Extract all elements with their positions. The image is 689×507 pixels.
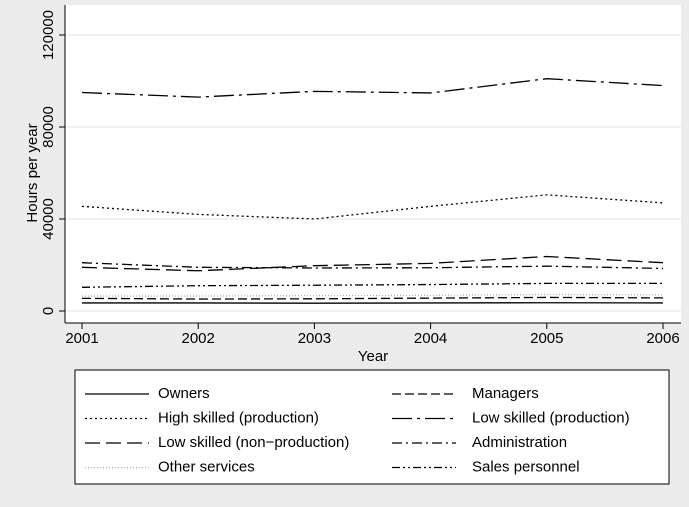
x-axis-label: Year — [358, 348, 388, 365]
series-line — [81, 296, 664, 300]
legend-label: Low skilled (non−production) — [158, 434, 349, 451]
y-tick-label: 80000 — [40, 106, 57, 148]
legend-label: Administration — [472, 434, 567, 451]
x-tick-label: 2003 — [298, 330, 331, 347]
x-tick-label: 2005 — [530, 330, 563, 347]
series-line — [81, 255, 664, 272]
series-line — [81, 282, 663, 288]
series-line — [81, 262, 664, 270]
series-line — [82, 293, 664, 297]
x-tick-label: 2002 — [182, 330, 215, 347]
legend-label: Other services — [158, 458, 255, 475]
legend-label: Owners — [158, 385, 210, 402]
y-tick-label: 120000 — [40, 10, 57, 60]
y-tick-label: 0 — [40, 307, 57, 315]
y-axis-label: Hours per year — [24, 123, 41, 222]
legend-label: Managers — [472, 385, 539, 402]
legend-label: Low skilled (production) — [472, 409, 630, 426]
x-tick-label: 2001 — [65, 330, 98, 347]
y-tick-label: 40000 — [40, 198, 57, 240]
series-line — [81, 78, 664, 98]
legend-label: Sales personnel — [472, 458, 580, 475]
series-line — [81, 194, 664, 220]
plot-area — [65, 5, 681, 323]
x-tick-label: 2004 — [414, 330, 447, 347]
legend — [74, 369, 670, 485]
x-tick-label: 2006 — [646, 330, 679, 347]
legend-label: High skilled (production) — [158, 409, 319, 426]
